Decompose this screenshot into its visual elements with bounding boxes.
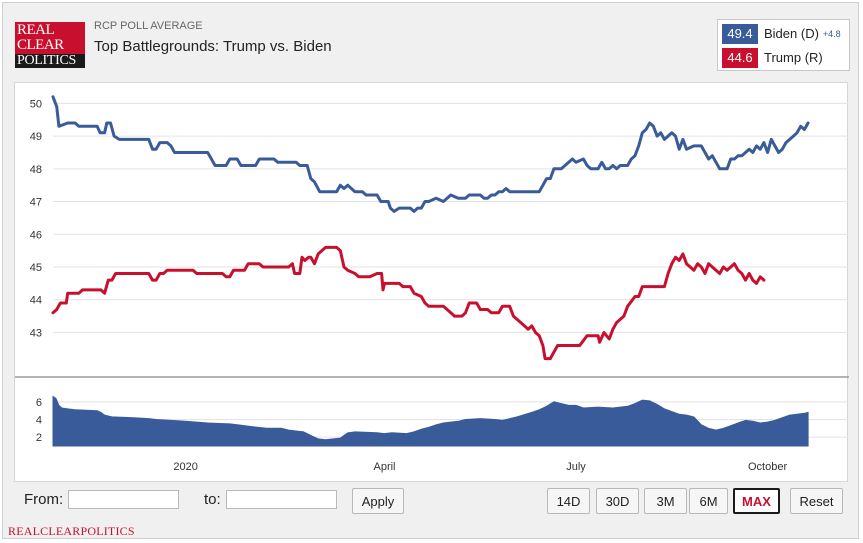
chart-title: Top Battlegrounds: Trump vs. Biden (94, 38, 332, 55)
x-tick-label: July (566, 461, 586, 473)
y-tick-label: 48 (30, 164, 42, 176)
header: REAL CLEAR POLITICS RCP POLL AVERAGE Top… (3, 3, 858, 80)
logo-line: REAL (17, 22, 55, 38)
to-label: to: (204, 491, 221, 508)
trump-value-badge: 44.6 (722, 47, 758, 68)
reset-button[interactable]: Reset (790, 488, 843, 514)
y-tick-label: 50 (30, 98, 42, 110)
x-tick-label: 2020 (173, 461, 197, 473)
date-controls: From: to: Apply 14D 30D 3M 6M MAX Reset (14, 484, 848, 518)
x-tick-label: October (748, 461, 787, 473)
spread-value: +4.8 (822, 28, 841, 39)
biden-line (51, 95, 810, 213)
y-tick-label: 47 (30, 197, 42, 209)
range-14d-button[interactable]: 14D (547, 488, 590, 514)
chart-area: 43 44 45 46 47 48 49 50 2 4 6 2020 April July October (14, 82, 849, 482)
y-tick-label: 45 (30, 262, 42, 274)
rcp-logo[interactable]: REAL CLEAR POLITICS (15, 22, 85, 68)
y-tick-label: 49 (30, 131, 42, 143)
y-tick-label: 46 (30, 229, 42, 241)
biden-value-badge: 49.4 (722, 23, 758, 44)
range-max-button[interactable]: MAX (733, 488, 780, 514)
legend-row-trump: 44.6 Trump (R) (722, 47, 823, 68)
chart-kicker: RCP POLL AVERAGE (94, 20, 203, 32)
spread-area (52, 395, 809, 447)
legend: 49.4 Biden (D) +4.8 44.6 Trump (R) (717, 19, 850, 71)
footer-brand[interactable]: REALCLEARPOLITICS (8, 524, 135, 538)
legend-row-biden: 49.4 Biden (D) +4.8 (722, 23, 841, 44)
from-label: From: (24, 491, 64, 508)
y-tick-label: 44 (30, 295, 42, 307)
x-tick-label: April (373, 461, 395, 473)
trump-line (51, 245, 766, 361)
biden-name: Biden (D) (764, 26, 819, 41)
range-3m-button[interactable]: 3M (644, 488, 687, 514)
to-date-input[interactable] (226, 490, 337, 509)
range-30d-button[interactable]: 30D (596, 488, 639, 514)
y-tick-label: 4 (36, 415, 42, 427)
y-tick-label: 43 (30, 327, 42, 339)
trump-name: Trump (R) (764, 50, 823, 65)
range-6m-button[interactable]: 6M (689, 488, 728, 514)
from-date-input[interactable] (68, 490, 179, 509)
logo-line: POLITICS (17, 53, 77, 68)
apply-button[interactable]: Apply (352, 488, 404, 514)
y-tick-label: 6 (36, 397, 42, 409)
logo-line: CLEAR (17, 37, 64, 53)
y-tick-label: 2 (36, 432, 42, 444)
